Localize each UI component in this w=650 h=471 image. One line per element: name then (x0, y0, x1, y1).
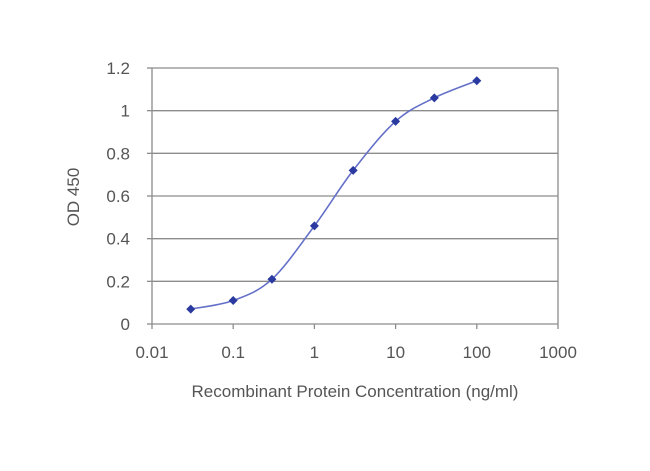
data-point-7 (472, 76, 482, 86)
data-point-0 (186, 304, 196, 314)
data-point-5 (391, 116, 401, 126)
label-layer: 0 0.2 0.4 0.6 0.8 1 1.2 0.01 0.1 1 10 100 1000 (106, 59, 577, 362)
x-tick-label-3: 10 (386, 343, 405, 362)
x-tick-label-1: 0.1 (221, 343, 245, 362)
y-tick-label-4: 0.8 (106, 144, 130, 163)
x-tick-label-4: 100 (463, 343, 491, 362)
marker-layer (186, 76, 482, 314)
grid-layer (152, 67, 558, 282)
data-point-6 (429, 93, 439, 103)
x-tick-label-0: 0.01 (135, 343, 168, 362)
data-point-3 (309, 221, 319, 231)
data-point-2 (267, 274, 277, 284)
data-point-1 (228, 296, 238, 306)
y-tick-label-2: 0.4 (106, 230, 130, 249)
series-curve-0 (190, 80, 478, 310)
y-tick-label-3: 0.6 (106, 187, 130, 206)
curve-layer (190, 80, 478, 310)
y-tick-label-0: 0 (121, 315, 130, 334)
y-tick-label-6: 1.2 (106, 59, 130, 78)
y-tick-label-5: 1 (121, 102, 130, 121)
x-tick-label-5: 1000 (539, 343, 577, 362)
data-point-4 (348, 165, 358, 175)
x-tick-label-2: 1 (310, 343, 319, 362)
axis-layer (147, 67, 559, 329)
y-axis-title: OD 450 (64, 168, 83, 227)
y-tick-label-1: 0.2 (106, 272, 130, 291)
x-axis-title: Recombinant Protein Concentration (ng/ml… (192, 382, 519, 401)
